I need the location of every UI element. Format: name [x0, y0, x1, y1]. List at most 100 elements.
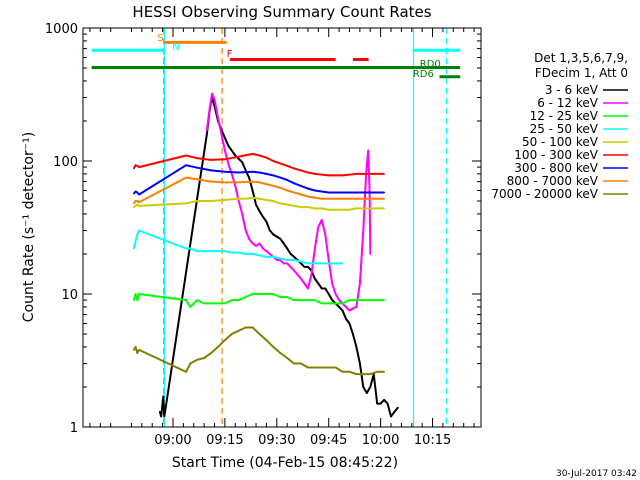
data-point-3-6-kev-19 — [262, 216, 264, 218]
data-point-7000-20000-kev-10 — [224, 339, 226, 341]
data-point-100-300-kev-3 — [138, 166, 141, 169]
data-point-100-300-kev-7 — [224, 158, 226, 161]
data-point-300-800-kev-18 — [314, 189, 316, 192]
data-point-100-300-kev-2 — [136, 164, 139, 167]
data-point-25-50-kev-20 — [293, 259, 295, 261]
data-point-3-6-kev-50 — [369, 386, 372, 388]
data-point-3-6-kev-35 — [317, 282, 320, 285]
data-point-6-12-kev-13 — [248, 237, 251, 240]
data-point-300-800-kev-16 — [300, 185, 302, 187]
data-point-300-800-kev-7 — [224, 170, 226, 173]
data-point-800-7000-kev-13 — [279, 186, 282, 189]
data-point-800-7000-kev-19 — [320, 197, 323, 200]
data-point-50-100-kev-19 — [314, 207, 316, 210]
axis-ticks: 09:00 09:15 09:30 09:45 10:00 10:15 1 10 100 1000 — [45, 22, 481, 448]
data-point-800-7000-kev-0 — [133, 202, 135, 205]
data-point-3-6-kev-13 — [241, 161, 244, 164]
data-point-6-12-kev-14 — [251, 242, 254, 245]
data-point-800-7000-kev-12 — [272, 185, 275, 187]
footer-date: 30-Jul-2017 03:42 — [556, 469, 637, 479]
data-point-3-6-kev-16 — [251, 189, 254, 192]
data-point-7000-20000-kev-1 — [134, 346, 137, 348]
data-point-100-300-kev-5 — [196, 157, 199, 160]
data-point-12-25-kev-1 — [134, 293, 137, 295]
data-point-6-12-kev-44 — [355, 306, 358, 308]
data-point-6-12-kev-38 — [334, 293, 337, 295]
data-point-50-100-kev-24 — [348, 208, 351, 211]
data-point-12-25-kev-25 — [327, 302, 330, 305]
data-point-3-6-kev-25 — [282, 242, 285, 245]
data-point-800-7000-kev-7 — [224, 181, 226, 184]
data-point-6-12-kev-15 — [255, 245, 257, 247]
data-point-50-100-kev-10 — [251, 196, 254, 199]
data-point-3-6-kev-49 — [365, 392, 368, 394]
data-point-6-12-kev-39 — [338, 299, 340, 301]
data-point-12-25-kev-28 — [348, 299, 351, 301]
data-point-6-12-kev-48 — [367, 149, 370, 152]
data-point-7000-20000-kev-27 — [341, 370, 344, 373]
x-tick-label-09-15: 09:15 — [206, 433, 243, 448]
data-point-7000-20000-kev-20 — [293, 362, 295, 365]
data-point-100-300-kev-27 — [376, 173, 379, 175]
data-point-6-12-kev-33 — [317, 225, 320, 228]
data-point-25-50-kev-11 — [230, 251, 233, 254]
data-point-12-25-kev-26 — [334, 302, 337, 305]
data-point-7000-20000-kev-8 — [210, 352, 213, 354]
annotation-rd6: RD6 — [413, 69, 434, 80]
data-point-7000-20000-kev-19 — [286, 357, 289, 359]
data-point-25-50-kev-10 — [224, 250, 226, 253]
data-point-12-25-kev-29 — [355, 299, 358, 301]
legend-header-line-1: Det 1,3,5,6,7,9, — [534, 51, 628, 65]
data-point-800-7000-kev-15 — [293, 191, 295, 194]
data-point-6-12-kev-3 — [213, 98, 216, 101]
data-point-3-6-kev-58 — [397, 406, 399, 409]
data-point-6-12-kev-27 — [296, 273, 299, 276]
data-point-800-7000-kev-16 — [300, 193, 302, 196]
data-point-3-6-kev-53 — [379, 402, 382, 405]
data-point-25-50-kev-3 — [138, 229, 141, 232]
data-point-50-100-kev-15 — [286, 203, 289, 206]
data-point-300-800-kev-10 — [258, 171, 261, 174]
data-point-12-25-kev-15 — [258, 293, 261, 295]
annotation-f: F — [227, 49, 233, 60]
data-point-25-50-kev-17 — [272, 256, 275, 258]
data-point-800-7000-kev-9 — [251, 180, 254, 183]
legend: Det 1,3,5,6,7,9, FDecim 1, Att 0 3 - 6 k… — [491, 51, 628, 201]
data-point-12-25-kev-14 — [251, 293, 254, 295]
y-tick-label-100: 100 — [53, 155, 78, 170]
data-point-800-7000-kev-1 — [134, 200, 137, 202]
data-point-300-800-kev-14 — [286, 179, 289, 181]
data-point-7000-20000-kev-5 — [189, 362, 192, 365]
legend-label-12-25-kev: 12 - 25 keV — [530, 109, 599, 123]
data-point-7000-20000-kev-22 — [307, 366, 309, 369]
data-point-100-300-kev-22 — [341, 174, 344, 177]
data-point-7000-20000-kev-21 — [300, 362, 302, 365]
data-point-25-50-kev-1 — [134, 240, 137, 243]
data-point-12-25-kev-19 — [286, 296, 289, 298]
data-point-7000-20000-kev-33 — [383, 370, 385, 373]
legend-label-100-300-kev: 100 - 300 keV — [514, 148, 598, 162]
data-point-12-25-kev-22 — [307, 299, 309, 301]
data-point-6-12-kev-6 — [224, 149, 226, 152]
data-point-300-800-kev-19 — [320, 190, 323, 193]
plot-frame — [82, 27, 482, 428]
data-point-800-7000-kev-26 — [369, 197, 372, 200]
data-point-25-50-kev-19 — [286, 259, 289, 261]
data-point-300-800-kev-24 — [355, 191, 358, 194]
data-point-100-300-kev-16 — [300, 169, 302, 172]
data-point-12-25-kev-2 — [136, 299, 139, 301]
data-point-3-6-kev-18 — [258, 210, 261, 213]
data-point-7000-20000-kev-16 — [265, 339, 268, 341]
data-point-3-6-kev-44 — [348, 322, 351, 325]
data-point-6-12-kev-28 — [300, 277, 302, 280]
data-point-12-25-kev-33 — [383, 299, 385, 301]
data-point-50-100-kev-3 — [138, 205, 141, 207]
data-point-50-100-kev-23 — [341, 208, 344, 211]
data-point-100-300-kev-9 — [251, 153, 254, 155]
data-point-6-12-kev-2 — [211, 92, 214, 95]
data-point-100-300-kev-12 — [272, 160, 275, 162]
data-point-7000-20000-kev-3 — [138, 349, 141, 351]
data-point-12-25-kev-5 — [189, 306, 192, 308]
